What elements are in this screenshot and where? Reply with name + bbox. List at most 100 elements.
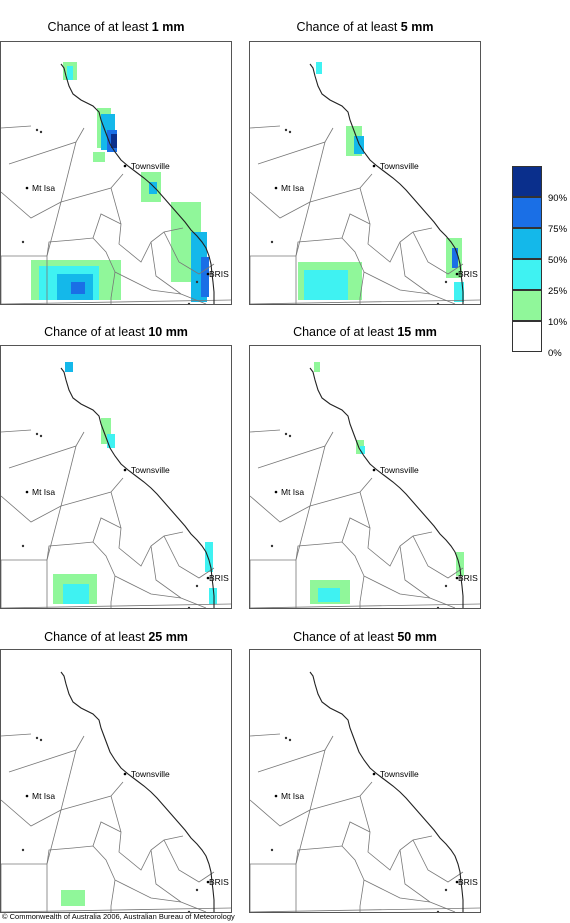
district-boundary [399,241,456,304]
island [195,280,199,284]
district-boundary [1,559,48,608]
legend-swatch-10 [512,290,542,321]
district-boundary [359,187,433,263]
district-boundary [150,241,207,304]
district-boundary [363,271,431,295]
district-boundary [359,491,433,567]
district-boundary [1,733,32,737]
panel-title: Chance of at least 50 mm [293,630,437,644]
map-25mm: Townsville Mt Isa BRIS [0,649,232,913]
rainfall-chance-area [314,362,320,372]
district-boundary [250,799,311,827]
panel-title: Chance of at least 1 mm [47,20,185,34]
district-boundary [250,191,311,219]
town-label-townsville: Townsville [380,769,419,779]
district-boundary [1,125,32,129]
town-label-mt-isa: Mt Isa [32,183,55,193]
legend-label: 0% [548,348,562,359]
district-boundary [114,575,182,599]
town-label-mt-isa: Mt Isa [32,791,55,801]
rainfall-chance-area [316,62,322,74]
district-boundary [163,839,215,883]
district-boundary [250,559,297,608]
island [35,432,39,436]
island [39,738,43,742]
town-marker [25,490,29,494]
district-boundary [46,237,116,304]
district-boundary [359,795,433,871]
district-boundary [250,863,297,912]
town-marker [455,576,459,580]
map-15mm: Townsville Mt Isa BRIS [249,345,481,609]
island [187,302,191,304]
district-boundary [110,795,184,871]
coastline [309,671,464,912]
district-boundary [257,127,334,165]
town-marker [455,272,459,276]
island [270,848,274,852]
island [35,128,39,132]
district-boundary [257,735,334,773]
town-marker [123,164,127,168]
island [270,240,274,244]
island [288,738,292,742]
island [39,130,43,134]
map-10mm: Townsville Mt Isa BRIS [0,345,232,609]
island [187,910,191,912]
panel-title: Chance of at least 5 mm [296,20,434,34]
coastline [60,367,215,608]
island [436,606,440,608]
town-label-bris: BRIS [458,573,478,583]
town-label-bris: BRIS [458,877,478,887]
island [21,544,25,548]
town-marker [206,576,210,580]
rainfall-chance-area [360,446,365,454]
town-marker [372,468,376,472]
district-boundary [163,535,215,579]
district-boundary [250,495,311,523]
district-boundary [341,821,371,847]
district-boundary [412,535,464,579]
rainfall-chance-area [71,282,85,294]
town-marker [274,186,278,190]
district-boundary [250,255,297,304]
district-boundary [1,799,62,827]
town-marker [206,880,210,884]
legend-swatch-25 [512,259,542,290]
map-1mm: Townsville Mt Isa BRIS [0,41,232,305]
town-marker [123,468,127,472]
island [436,910,440,912]
district-boundary [114,271,182,295]
rainfall-chance-area [111,134,117,148]
rainfall-chance-area [67,66,73,80]
queensland-map: Townsville Mt Isa BRIS [250,62,480,304]
island [39,434,43,438]
town-label-bris: BRIS [458,269,478,279]
town-marker [25,186,29,190]
district-boundary [46,541,116,608]
rainfall-chance-area [318,588,340,602]
queensland-map: Townsville Mt Isa BRIS [1,62,231,304]
town-marker [274,794,278,798]
district-boundary [250,733,281,737]
coastline [309,367,464,608]
rainfall-chance-area [107,434,115,448]
island [21,240,25,244]
legend-swatch-90 [512,166,542,197]
town-label-townsville: Townsville [131,161,170,171]
district-boundary [250,429,281,433]
legend-label: 75% [548,224,568,235]
island [444,888,448,892]
rainfall-chance-area [65,362,73,372]
district-boundary [114,879,182,903]
rainfall-chance-area [454,282,464,302]
town-marker [206,272,210,276]
district-boundary [341,213,371,239]
town-label-townsville: Townsville [131,769,170,779]
island [35,736,39,740]
district-boundary [150,545,207,608]
district-boundary [341,517,371,543]
district-boundary [295,541,365,608]
district-boundary [92,517,122,543]
rainfall-chance-area [63,584,89,604]
